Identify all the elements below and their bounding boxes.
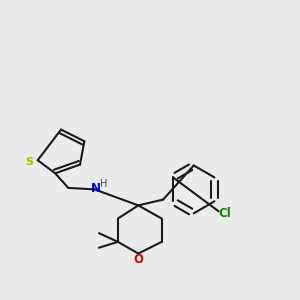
- Text: H: H: [100, 178, 107, 188]
- Text: N: N: [91, 182, 101, 195]
- Text: S: S: [26, 157, 34, 167]
- Text: Cl: Cl: [218, 207, 231, 220]
- Text: O: O: [133, 254, 143, 266]
